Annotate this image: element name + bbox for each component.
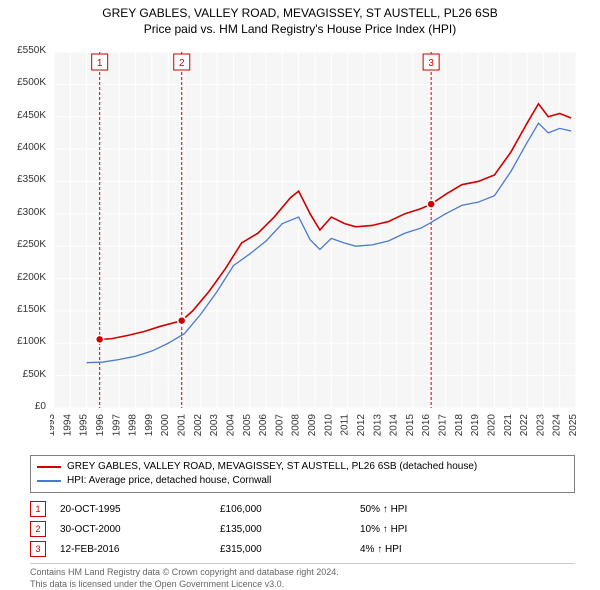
svg-text:3: 3 xyxy=(428,58,434,69)
y-tick-label: £100K xyxy=(17,336,46,347)
legend-label-property: GREY GABLES, VALLEY ROAD, MEVAGISSEY, ST… xyxy=(67,460,477,474)
svg-text:1998: 1998 xyxy=(128,414,139,437)
y-tick-label: £550K xyxy=(17,45,46,56)
svg-text:2010: 2010 xyxy=(323,414,334,437)
legend-row-hpi: HPI: Average price, detached house, Corn… xyxy=(37,474,568,488)
legend-box: GREY GABLES, VALLEY ROAD, MEVAGISSEY, ST… xyxy=(30,455,575,493)
attribution: Contains HM Land Registry data © Crown c… xyxy=(30,563,575,590)
y-tick-label: £450K xyxy=(17,110,46,121)
svg-text:2002: 2002 xyxy=(193,414,204,437)
svg-text:2006: 2006 xyxy=(258,414,269,437)
svg-text:1996: 1996 xyxy=(95,414,106,437)
svg-text:1999: 1999 xyxy=(144,414,155,437)
legend-row-property: GREY GABLES, VALLEY ROAD, MEVAGISSEY, ST… xyxy=(37,460,568,474)
y-tick-label: £350K xyxy=(17,174,46,185)
svg-text:2019: 2019 xyxy=(470,414,481,437)
sale-marker-icon: 1 xyxy=(30,501,46,517)
svg-text:2024: 2024 xyxy=(552,414,563,437)
sales-list: 1 20-OCT-1995 £106,000 50% ↑ HPI 2 30-OC… xyxy=(30,499,575,559)
svg-text:1994: 1994 xyxy=(62,414,73,437)
footer-area: GREY GABLES, VALLEY ROAD, MEVAGISSEY, ST… xyxy=(30,455,575,590)
svg-text:2022: 2022 xyxy=(519,414,530,437)
y-tick-label: £500K xyxy=(17,77,46,88)
svg-text:1997: 1997 xyxy=(111,414,122,437)
y-tick-label: £150K xyxy=(17,304,46,315)
y-tick-label: £200K xyxy=(17,272,46,283)
sale-price: £135,000 xyxy=(220,524,360,535)
sale-pct: 10% ↑ HPI xyxy=(360,524,575,535)
svg-text:2008: 2008 xyxy=(291,414,302,437)
sale-row: 2 30-OCT-2000 £135,000 10% ↑ HPI xyxy=(30,519,575,539)
y-tick-label: £300K xyxy=(17,207,46,218)
svg-text:2016: 2016 xyxy=(421,414,432,437)
sale-marker-icon: 3 xyxy=(30,541,46,557)
svg-text:2018: 2018 xyxy=(454,414,465,437)
legend-label-hpi: HPI: Average price, detached house, Corn… xyxy=(67,474,271,488)
svg-text:2012: 2012 xyxy=(356,414,367,437)
y-tick-label: £0 xyxy=(35,401,46,412)
sale-price: £315,000 xyxy=(220,544,360,555)
svg-text:1: 1 xyxy=(97,58,103,69)
sale-date: 30-OCT-2000 xyxy=(60,524,220,535)
sale-row: 1 20-OCT-1995 £106,000 50% ↑ HPI xyxy=(30,499,575,519)
attribution-line-2: This data is licensed under the Open Gov… xyxy=(30,579,575,590)
svg-text:2021: 2021 xyxy=(503,414,514,437)
svg-text:2001: 2001 xyxy=(177,414,188,437)
sale-pct: 4% ↑ HPI xyxy=(360,544,575,555)
svg-text:2: 2 xyxy=(179,58,185,69)
chart-container: GREY GABLES, VALLEY ROAD, MEVAGISSEY, ST… xyxy=(0,0,600,590)
sale-row: 3 12-FEB-2016 £315,000 4% ↑ HPI xyxy=(30,539,575,559)
title-line-2: Price paid vs. HM Land Registry's House … xyxy=(0,22,600,38)
y-tick-label: £250K xyxy=(17,239,46,250)
chart-area: 1 2 3 1993 1994 1995 1996 1997 1998 1999 2000 2001 2… xyxy=(50,48,580,448)
sale-date: 20-OCT-1995 xyxy=(60,504,220,515)
attribution-line-1: Contains HM Land Registry data © Crown c… xyxy=(30,567,575,579)
svg-text:2014: 2014 xyxy=(389,414,400,437)
title-block: GREY GABLES, VALLEY ROAD, MEVAGISSEY, ST… xyxy=(0,0,600,37)
svg-text:2000: 2000 xyxy=(160,414,171,437)
svg-text:2011: 2011 xyxy=(340,414,351,436)
svg-text:2004: 2004 xyxy=(225,414,236,437)
sale-pct: 50% ↑ HPI xyxy=(360,504,575,515)
svg-text:2025: 2025 xyxy=(568,414,579,437)
sale-marker-icon: 2 xyxy=(30,521,46,537)
svg-text:2005: 2005 xyxy=(242,414,253,437)
y-tick-label: £50K xyxy=(23,369,46,380)
svg-text:1993: 1993 xyxy=(50,414,57,437)
svg-text:2013: 2013 xyxy=(372,414,383,437)
svg-text:2015: 2015 xyxy=(405,414,416,437)
svg-text:2003: 2003 xyxy=(209,414,220,437)
svg-text:2007: 2007 xyxy=(274,414,285,437)
svg-text:2023: 2023 xyxy=(535,414,546,437)
svg-text:2020: 2020 xyxy=(486,414,497,437)
legend-swatch-property xyxy=(37,466,61,468)
sale-date: 12-FEB-2016 xyxy=(60,544,220,555)
sale-price: £106,000 xyxy=(220,504,360,515)
chart-svg: 1 2 3 1993 1994 1995 1996 1997 1998 1999 2000 2001 2… xyxy=(50,48,580,448)
legend-swatch-hpi xyxy=(37,480,61,482)
title-line-1: GREY GABLES, VALLEY ROAD, MEVAGISSEY, ST… xyxy=(0,6,600,22)
y-tick-label: £400K xyxy=(17,142,46,153)
svg-text:1995: 1995 xyxy=(79,414,90,437)
svg-text:2009: 2009 xyxy=(307,414,318,437)
svg-text:2017: 2017 xyxy=(438,414,449,437)
